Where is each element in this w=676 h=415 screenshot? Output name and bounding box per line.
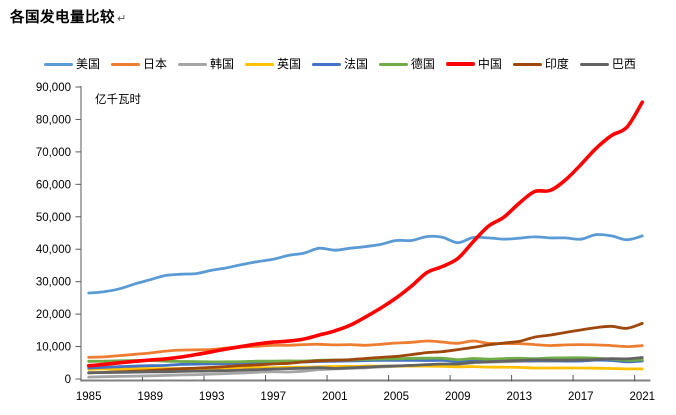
series-line-美国[interactable] <box>87 233 644 295</box>
x-tick-label: 2005 <box>383 391 409 403</box>
legend-label: 巴西 <box>611 57 636 71</box>
paragraph-mark-icon: ↵ <box>117 13 127 25</box>
chart-title-text: 各国发电量比较 <box>10 10 115 26</box>
legend-line-swatch <box>378 62 408 66</box>
legend-item-9[interactable]: 巴西 <box>579 57 636 71</box>
x-tick-label: 2021 <box>630 391 656 403</box>
legend-item-5[interactable]: 法国 <box>311 57 368 71</box>
legend-label: 日本 <box>142 57 167 71</box>
legend-label: 中国 <box>477 57 502 71</box>
legend-label: 英国 <box>276 57 301 71</box>
y-tick-label: 60,000 <box>36 179 71 191</box>
y-tick-label: 50,000 <box>36 212 71 224</box>
legend-label: 德国 <box>410 57 435 71</box>
legend-line-swatch <box>445 62 475 66</box>
y-tick-label: 90,000 <box>36 82 71 94</box>
series-line-日本[interactable] <box>87 339 644 359</box>
legend-line-swatch <box>110 62 140 66</box>
legend-item-7[interactable]: 中国 <box>445 57 502 71</box>
x-tick-label: 1997 <box>260 391 286 403</box>
x-tick-label: 1993 <box>199 391 225 403</box>
legend: 美国 日本 韩国 英国 法国 德国 中国 印度 巴西 <box>44 57 636 71</box>
x-tick-label: 2001 <box>322 391 348 403</box>
x-tick-label: 2013 <box>506 391 532 403</box>
legend-label: 印度 <box>544 57 569 71</box>
x-tick-label: 1989 <box>137 391 163 403</box>
legend-item-4[interactable]: 英国 <box>244 57 301 71</box>
axis-unit-label: 亿千瓦时 <box>95 94 141 106</box>
legend-item-3[interactable]: 韩国 <box>177 57 234 71</box>
legend-line-swatch <box>177 62 207 66</box>
legend-line-swatch <box>244 62 274 66</box>
series-line-印度[interactable] <box>87 322 644 375</box>
legend-item-8[interactable]: 印度 <box>512 57 569 71</box>
legend-label: 法国 <box>343 57 368 71</box>
x-tick-label: 2017 <box>568 391 594 403</box>
legend-line-swatch <box>579 62 609 66</box>
legend-item-1[interactable]: 美国 <box>44 57 100 71</box>
y-tick-label: 10,000 <box>36 342 71 354</box>
legend-label: 美国 <box>76 57 101 71</box>
y-tick-label: 0 <box>65 374 71 386</box>
legend-line-swatch <box>311 62 341 66</box>
legend-line-swatch <box>512 62 542 66</box>
legend-item-2[interactable]: 日本 <box>110 57 167 71</box>
y-tick-label: 70,000 <box>36 147 71 159</box>
series-line-中国[interactable] <box>86 100 645 368</box>
y-tick-label: 20,000 <box>36 309 71 321</box>
y-tick-label: 80,000 <box>36 114 71 126</box>
page-title: 各国发电量比较 ↵ <box>10 6 127 27</box>
series-line-巴西[interactable] <box>87 356 644 375</box>
legend-label: 韩国 <box>209 57 234 71</box>
legend-line-swatch <box>44 62 73 66</box>
y-tick-label: 40,000 <box>36 244 71 256</box>
legend-item-6[interactable]: 德国 <box>378 57 435 71</box>
y-tick-label: 30,000 <box>36 277 71 289</box>
x-tick-label: 1985 <box>76 391 102 403</box>
x-tick-label: 2009 <box>445 391 471 403</box>
